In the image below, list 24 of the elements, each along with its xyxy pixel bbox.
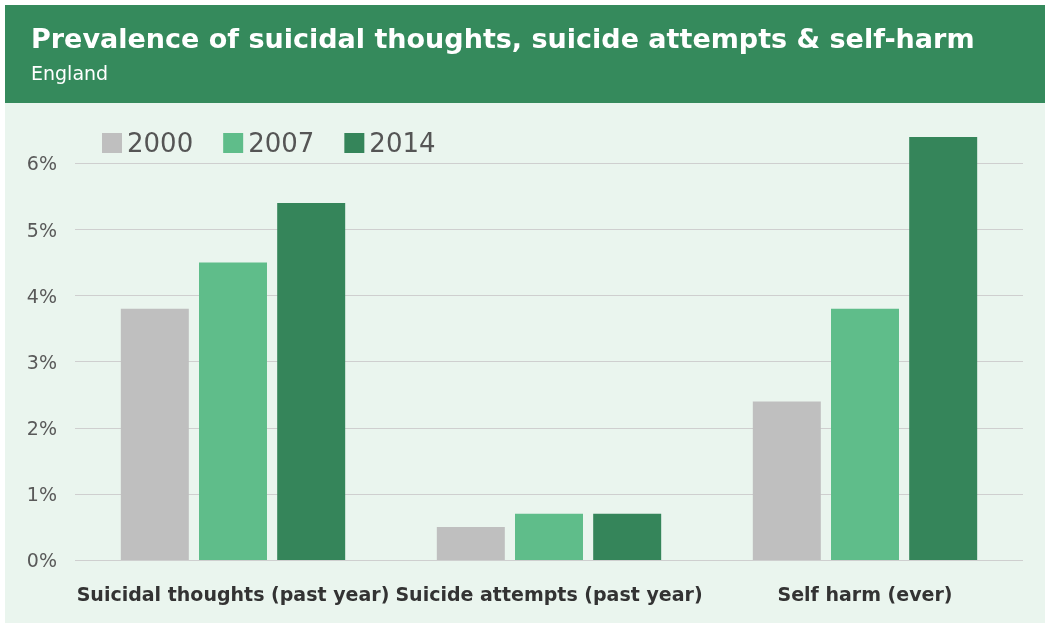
y-tick-label: 2% <box>26 416 57 439</box>
y-tick-label: 1% <box>26 482 57 505</box>
bar <box>752 401 821 560</box>
y-tick-label: 0% <box>26 549 57 571</box>
bar <box>593 513 662 560</box>
y-tick-label: 6% <box>26 152 57 175</box>
y-tick-label: 5% <box>26 218 57 241</box>
chart-subtitle: England <box>31 62 110 84</box>
legend-label: 2000 <box>127 128 194 158</box>
bar <box>120 308 189 560</box>
legend-label: 2007 <box>248 128 315 158</box>
x-tick-label: Suicidal thoughts (past year) <box>76 582 390 605</box>
bar <box>909 137 978 560</box>
x-tick-label: Self harm (ever) <box>777 582 953 605</box>
chart-title: Prevalence of suicidal thoughts, suicide attempts & self-harm <box>31 23 976 54</box>
y-tick-label: 3% <box>26 350 57 373</box>
bar <box>831 308 899 560</box>
x-tick-label: Suicide attempts (past year) <box>395 582 703 605</box>
bar <box>199 262 267 560</box>
bar <box>436 526 505 560</box>
y-tick-label: 4% <box>26 284 57 307</box>
bar <box>515 513 583 560</box>
legend-label: 2014 <box>369 128 436 158</box>
bar <box>277 203 346 560</box>
